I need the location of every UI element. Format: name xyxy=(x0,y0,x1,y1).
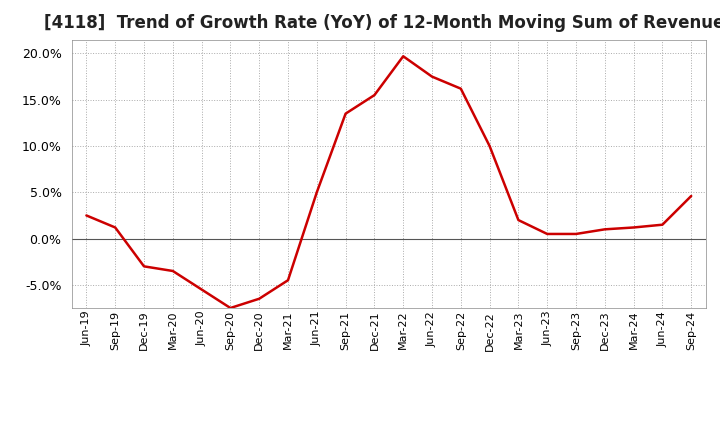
Title: [4118]  Trend of Growth Rate (YoY) of 12-Month Moving Sum of Revenues: [4118] Trend of Growth Rate (YoY) of 12-… xyxy=(44,15,720,33)
